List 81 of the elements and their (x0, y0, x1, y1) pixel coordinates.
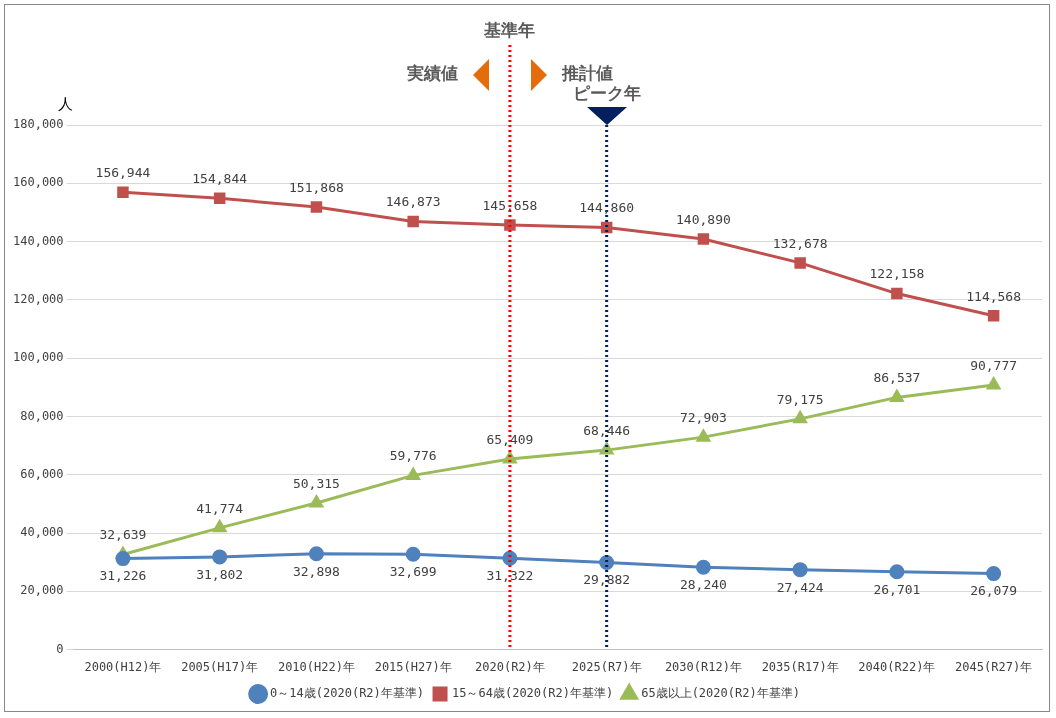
data-label: 90,777 (970, 357, 1018, 373)
data-label: 86,537 (873, 370, 921, 386)
point (406, 467, 420, 480)
point (697, 233, 710, 245)
data-label: 79,175 (776, 391, 824, 407)
point (696, 429, 711, 442)
data-label: 50,315 (292, 475, 340, 491)
data-label: 144,860 (579, 200, 635, 216)
data-label: 146,873 (385, 194, 441, 210)
data-label: 140,890 (676, 211, 731, 227)
x-tick-label: 2025(R7)年 (571, 659, 642, 674)
y-tick-label: 100,000 (12, 350, 64, 365)
point (212, 520, 227, 533)
x-tick-label: 2015(H27)年 (374, 659, 452, 674)
y-tick-label: 20,000 (20, 583, 64, 598)
data-label: 154,844 (192, 171, 248, 187)
point (792, 562, 808, 578)
point (987, 309, 1000, 322)
y-tick-label: 0 (56, 641, 64, 656)
x-tick-label: 2030(R12)年 (664, 659, 742, 674)
point (794, 257, 806, 269)
y-tick-label: 80,000 (20, 408, 64, 423)
text: 推計値 (560, 63, 613, 84)
point (986, 377, 1001, 390)
x-tick-label: 2035(R17)年 (761, 659, 839, 674)
point (695, 559, 711, 575)
data-label: 28,240 (679, 577, 727, 593)
data-label: 26,701 (873, 581, 921, 597)
data-label: 26,079 (970, 583, 1018, 599)
legend-label: 15～64歳(2020(R2)年基準) (452, 686, 614, 701)
x-tick-label: 2040(R22)年 (858, 659, 936, 674)
x-tick-label: 2005(H17)年 (181, 659, 259, 674)
text: 実績値 (405, 63, 458, 84)
point (309, 495, 324, 508)
data-label: 32,699 (389, 564, 437, 580)
ref-line-label: ピーク年 (572, 82, 641, 103)
y-tick-label: 40,000 (20, 525, 64, 540)
data-label: 41,774 (196, 500, 244, 516)
point (891, 287, 903, 300)
data-label: 32,898 (292, 563, 340, 579)
y-tick-label: 160,000 (12, 175, 64, 190)
ref-line-label: 基準年 (483, 19, 536, 40)
point (308, 546, 324, 562)
x-tick-label: 2000(H12)年 (84, 659, 162, 674)
y-tick-label: 180,000 (12, 117, 64, 132)
point (117, 186, 129, 198)
data-label: 31,322 (486, 568, 534, 584)
data-label: 27,424 (776, 579, 824, 595)
point (310, 201, 323, 213)
y-tick-label: 140,000 (12, 233, 64, 248)
data-label: 32,639 (99, 527, 147, 543)
point (986, 566, 1002, 582)
point (213, 192, 226, 205)
data-label: 132,678 (772, 235, 828, 251)
data-label: 29,882 (583, 572, 631, 588)
data-label: 156,944 (95, 165, 151, 181)
data-label: 65,409 (486, 431, 534, 447)
x-tick-label: 2020(R2)年 (475, 659, 545, 674)
point (405, 546, 421, 562)
point (889, 564, 905, 580)
x-tick-label: 2045(R27)年 (955, 659, 1033, 674)
data-label: 72,903 (679, 410, 727, 425)
data-label: 151,868 (289, 179, 344, 195)
y-tick-label: 120,000 (12, 291, 64, 306)
data-label: 59,776 (389, 448, 437, 464)
data-label: 114,568 (966, 288, 1022, 304)
data-label: 31,802 (196, 566, 244, 582)
data-label: 31,226 (99, 568, 147, 584)
point (115, 551, 131, 567)
point (407, 215, 419, 228)
point (793, 411, 807, 424)
point (212, 549, 228, 565)
data-label: 145,658 (482, 197, 538, 213)
data-label: 122,158 (869, 266, 925, 282)
legend-label: 65歳以上(2020(R2)年基準) (641, 686, 800, 701)
y-axis-title: 人 (57, 95, 73, 114)
legend-label: 0～14歳(2020(R2)年基準) (270, 686, 425, 701)
data-label: 68,446 (583, 422, 631, 438)
point (890, 389, 904, 402)
y-tick-label: 60,000 (20, 466, 64, 481)
x-tick-label: 2010(H22)年 (277, 659, 355, 674)
